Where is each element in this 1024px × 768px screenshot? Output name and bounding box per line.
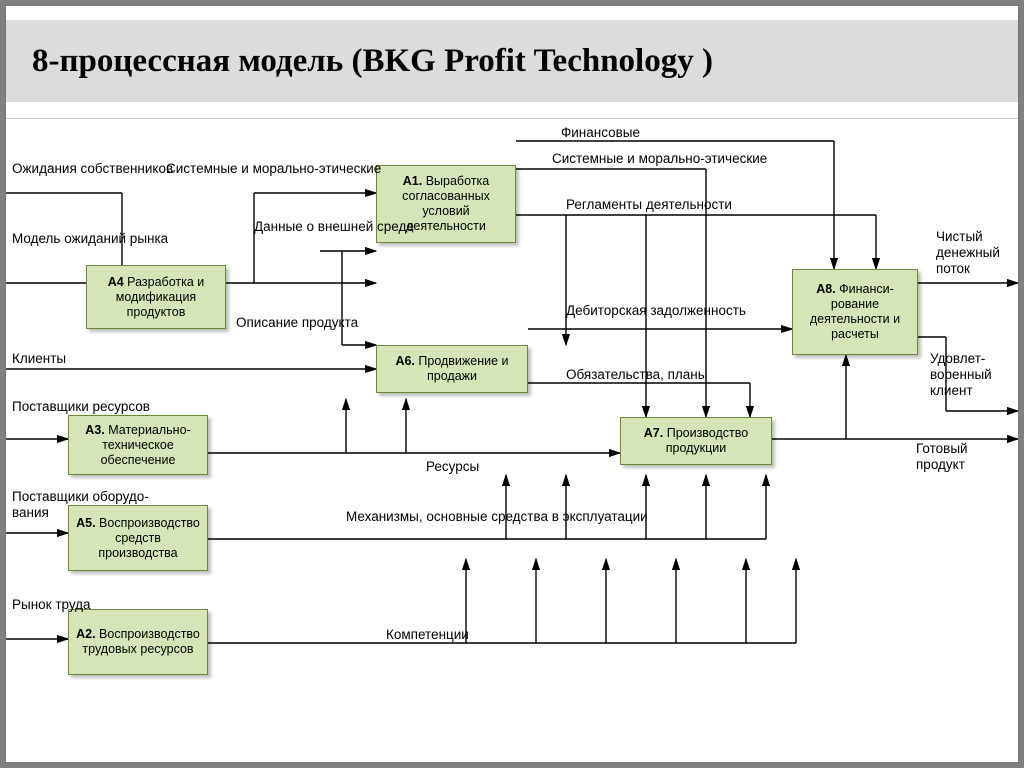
process-box-A4: А4 Разработка и модификация продуктов [86, 265, 226, 329]
flow-label: Поставщики оборудо- вания [12, 489, 149, 521]
process-box-A6: А6. Продвижение и продажи [376, 345, 528, 393]
flow-label: Обязательства, планы [566, 367, 707, 383]
flow-label: Ресурсы [426, 459, 479, 475]
flow-label: Модель ожиданий рынка [12, 231, 168, 247]
process-box-A7: А7. Производство продукции [620, 417, 772, 465]
flow-label: Рынок труда [12, 597, 91, 613]
flow-label: Данные о внешней среде [254, 219, 414, 235]
flow-label: Финансовые [561, 125, 640, 141]
flow-label: Ожидания собственников [12, 161, 173, 177]
flow-label: Регламенты деятельности [566, 197, 732, 213]
flow-label: Механизмы, основные средства в эксплуата… [346, 509, 648, 525]
process-box-A8: А8. Финанси-рование деятельности и расче… [792, 269, 918, 355]
flow-label: Готовый продукт [916, 441, 1018, 473]
flow-label: Поставщики ресурсов [12, 399, 150, 415]
process-box-A3: А3. Материально-техническое обеспечение [68, 415, 208, 475]
title-bar: 8-процессная модель (BKG Profit Technolo… [6, 20, 1018, 102]
flow-label: Описание продукта [236, 315, 358, 331]
flowchart-diagram: А1. Выработка согласованных условий деят… [6, 118, 1018, 738]
slide: 8-процессная модель (BKG Profit Technolo… [6, 6, 1018, 762]
flow-label: Системные и морально-этические [166, 161, 381, 177]
flow-label: Чистый денежный поток [936, 229, 1018, 278]
process-box-A2: А2. Воспроизводство трудовых ресурсов [68, 609, 208, 675]
flow-label: Системные и морально-этические [552, 151, 767, 167]
flow-label: Дебиторская задолженность [566, 303, 746, 319]
slide-title: 8-процессная модель (BKG Profit Technolo… [32, 43, 713, 80]
flow-label: Компетенции [386, 627, 469, 643]
flow-label: Клиенты [12, 351, 66, 367]
flow-label: Удовлет- воренный клиент [930, 351, 1018, 400]
